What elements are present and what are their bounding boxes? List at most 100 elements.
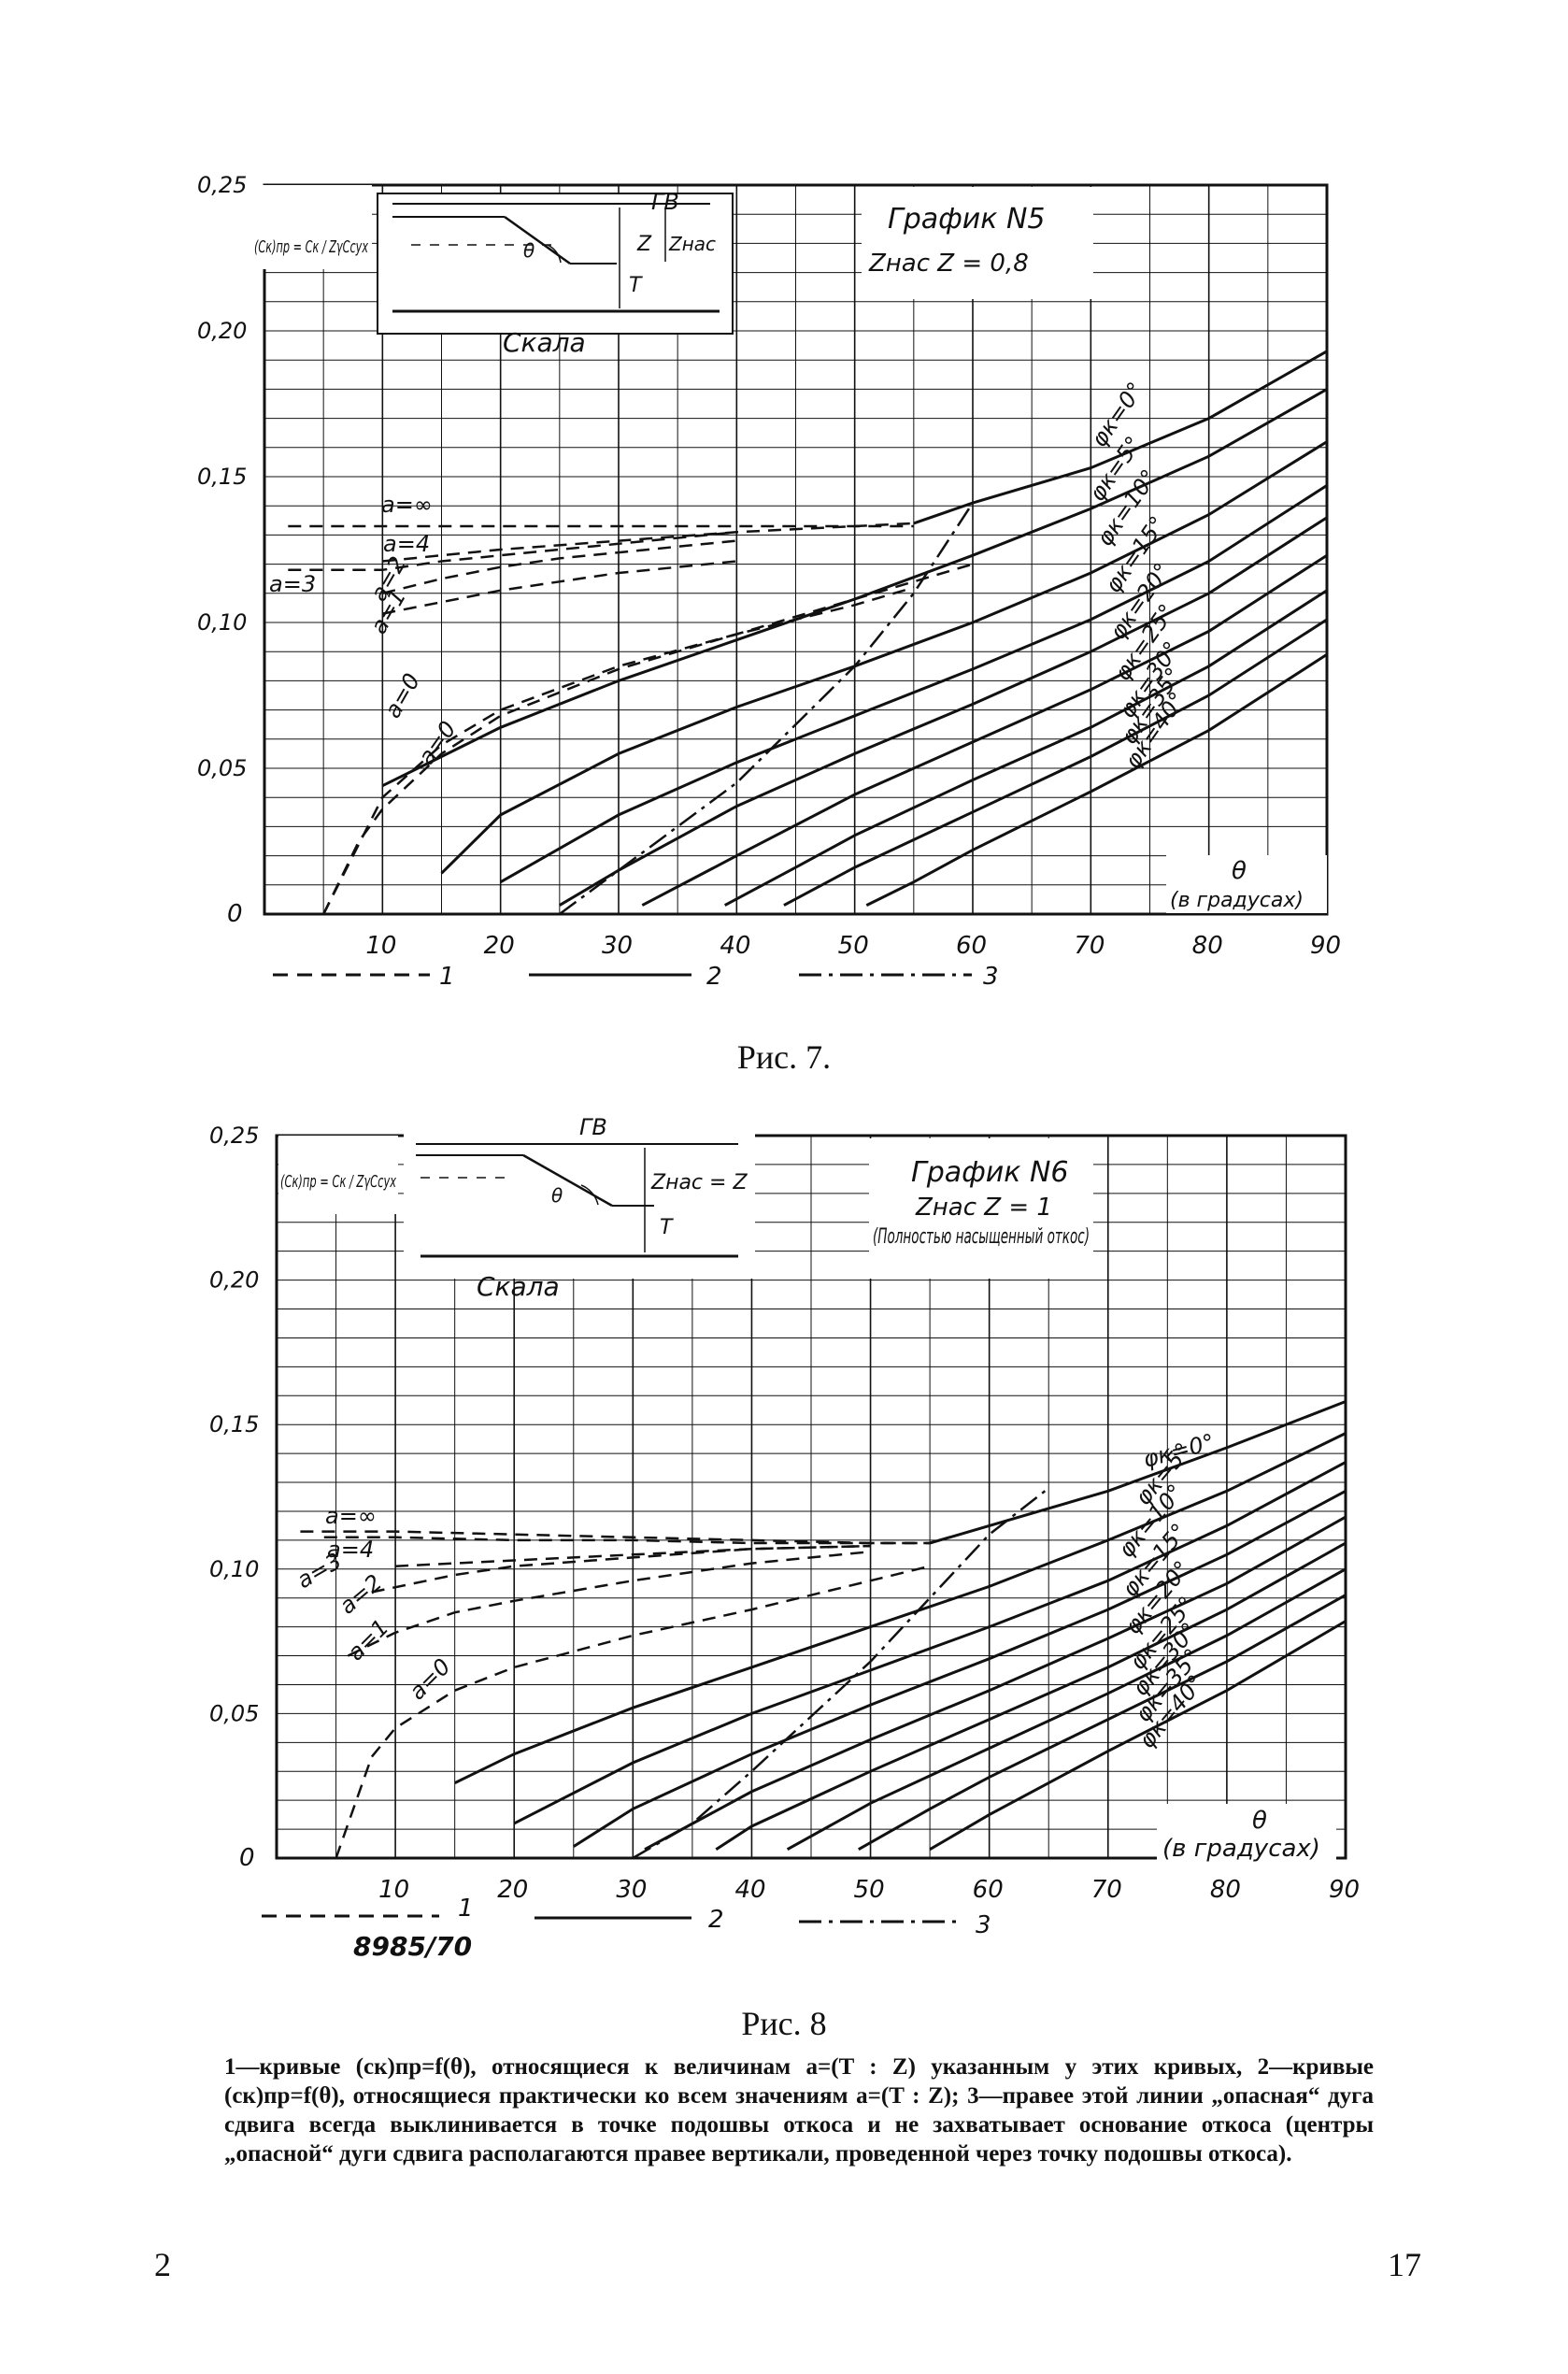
series-line	[322, 563, 974, 915]
inset-mark-znas: Zнас	[668, 233, 716, 255]
series-line	[499, 484, 1328, 884]
y-tick-label: 0,05	[197, 755, 247, 781]
series-line	[323, 1536, 931, 1545]
x-tick-label: 60	[973, 1876, 1004, 1904]
series-line	[559, 516, 1328, 907]
series-label: a=∞	[325, 1503, 377, 1529]
y-axis-formula: (Cк)пр = Cк / ZγCсух	[250, 185, 372, 269]
y-axis-formula: (Cк)пр = Cк / ZγCсух	[278, 1136, 398, 1214]
series-line	[632, 1487, 1049, 1860]
series-line	[786, 1567, 1347, 1852]
print-stamp: 8985/70	[353, 1931, 472, 1962]
series-label: a=∞	[381, 492, 433, 518]
x-tick-label: 90	[1310, 932, 1341, 960]
series-line	[572, 1489, 1347, 1848]
series-line	[559, 502, 975, 916]
series-line	[440, 440, 1328, 875]
legend-1-number: 1	[439, 963, 455, 991]
chart-note: (Полностью насыщенный откос)	[873, 1225, 1090, 1249]
inset-mark-t: T	[660, 1216, 674, 1239]
figure-caption-7: Рис. 7.	[736, 1038, 832, 1076]
series-line	[382, 539, 737, 595]
series-label: a=2	[335, 1569, 387, 1620]
series-line	[381, 388, 1328, 788]
legend: 1 2 3	[273, 963, 999, 991]
legend-2-number: 2	[708, 1906, 724, 1934]
x-tick-label: 50	[838, 932, 869, 960]
series-label: a=0	[404, 1653, 455, 1705]
y-axis-label: (Cк)пр = Cк / ZγCсух	[280, 1172, 396, 1192]
chart-subtitle: Zнас Z = 0,8	[868, 250, 1029, 278]
series-layer	[300, 1400, 1347, 1860]
inset-mark-theta: θ	[523, 239, 535, 262]
x-tick-label: 40	[734, 1876, 765, 1904]
series-line	[929, 1620, 1347, 1851]
legend: 1 2 3 8985/70	[262, 1895, 991, 1962]
y-tick-label: 0,20	[209, 1267, 259, 1294]
x-tick-label: 80	[1210, 1876, 1241, 1904]
series-line	[322, 586, 915, 915]
x-tick-label: 60	[956, 932, 987, 960]
legend-2-number: 2	[706, 963, 722, 991]
x-tick-label: 20	[497, 1876, 528, 1904]
title-box: График N5 Zнас Z = 0,8	[862, 187, 1093, 299]
y-axis-label: (Cк)пр = Cк / ZγCсух	[254, 237, 368, 257]
chart-graph-6: 10 20 30 40 50 60 70 80 9000,050,100,150,200,25 …	[209, 1114, 1360, 1962]
x-axis-label: θ (в градусах)	[1166, 855, 1327, 913]
plot-frame	[275, 1134, 1347, 1860]
origin-label: 0	[239, 1844, 255, 1872]
y-tick-label: 0,05	[209, 1700, 259, 1726]
inset-diagram: ГВ Z Zнас T θ Скала	[377, 189, 734, 358]
origin-label: 0	[227, 900, 243, 928]
x-tick-label: 40	[720, 932, 750, 960]
axes: 10 20 30 40 50 60 70 80 90 0 0,05 0,10 0,15 0,20 0,25	[197, 172, 1341, 960]
x-tick-label: 30	[616, 1876, 647, 1904]
curve-labels: a=∞a=4a=3 a=2a=1a=0a=0φк=0°φк=5°φк=10°φк=…	[269, 378, 1190, 774]
series-label: φк=0°	[1086, 378, 1149, 452]
x-tick-label: 70	[1074, 932, 1105, 960]
chart-title: График N6	[911, 1156, 1068, 1189]
page-number-left: 2	[154, 2246, 171, 2283]
series-line	[715, 1541, 1347, 1851]
series-line	[783, 618, 1328, 907]
inset-mark-gv: ГВ	[651, 189, 679, 215]
series-line	[347, 1550, 871, 1657]
series-label: a=0	[379, 669, 425, 722]
inset-mark-theta: θ	[551, 1184, 563, 1207]
x-tick-label: 50	[854, 1876, 885, 1904]
x-axis-units: (в градусах)	[1170, 889, 1304, 912]
y-tick-label: 0,10	[209, 1556, 259, 1582]
x-tick-label: 30	[602, 932, 633, 960]
figure-caption-8: Рис. 8	[741, 2005, 827, 2042]
series-line	[723, 589, 1328, 907]
series-line	[382, 522, 914, 563]
chart-title: График N5	[888, 203, 1045, 236]
chart-subtitle: Zнас Z = 1	[915, 1194, 1052, 1222]
y-tick-label: 0,25	[209, 1123, 259, 1149]
y-tick-label: 0,20	[197, 318, 247, 344]
x-tick-label: 10	[378, 1876, 409, 1904]
axes: 10 20 30 40 50 60 70 80 90 0 0,05 0,10 0,15 0,20 0,25	[209, 1123, 1360, 1904]
inset-label-rock: Скала	[477, 1271, 560, 1302]
inset-mark-z: Z	[636, 233, 652, 256]
page-number-right: 17	[1388, 2246, 1421, 2283]
series-line	[641, 553, 1328, 907]
series-line	[929, 1400, 1347, 1545]
legend-3-number: 3	[976, 1911, 991, 1939]
y-tick-label: 0,15	[197, 464, 247, 490]
series-label: a=4	[383, 531, 430, 557]
series-label: a=1	[342, 1614, 393, 1666]
inset-mark-t: T	[629, 274, 643, 297]
x-tick-label: 10	[365, 932, 396, 960]
series-label: a=3	[269, 571, 316, 597]
series-line	[335, 1565, 931, 1859]
x-tick-label: 90	[1329, 1876, 1360, 1904]
series-label: a=4	[327, 1537, 374, 1563]
inset-mark-znas-z: Zнас = Z	[650, 1171, 748, 1194]
series-line	[395, 1544, 871, 1567]
series-line	[513, 1461, 1347, 1825]
series-label: a=0	[413, 716, 462, 769]
x-axis-theta: θ	[1232, 857, 1247, 885]
x-tick-label: 80	[1192, 932, 1223, 960]
series-line	[454, 1432, 1347, 1784]
